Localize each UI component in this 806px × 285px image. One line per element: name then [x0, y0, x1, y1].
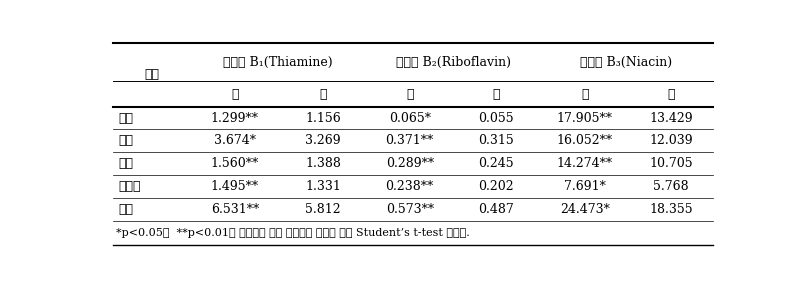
Text: 등심: 등심: [118, 134, 133, 147]
Text: 24.473*: 24.473*: [559, 203, 609, 216]
Text: 12.039: 12.039: [650, 134, 693, 147]
Text: 0.245: 0.245: [479, 157, 514, 170]
Text: 7.691*: 7.691*: [563, 180, 605, 193]
Text: 0.315: 0.315: [479, 134, 514, 147]
Text: 후: 후: [492, 87, 500, 101]
Text: 전: 전: [581, 87, 588, 101]
Text: 0.289**: 0.289**: [386, 157, 434, 170]
Text: 0.055: 0.055: [479, 111, 514, 125]
Text: 전: 전: [406, 87, 413, 101]
Text: 안심: 안심: [118, 203, 133, 216]
Text: 6.531**: 6.531**: [210, 203, 259, 216]
Text: 1.560**: 1.560**: [210, 157, 259, 170]
Text: 0.573**: 0.573**: [386, 203, 434, 216]
Text: 18.355: 18.355: [650, 203, 693, 216]
Text: 1.331: 1.331: [305, 180, 341, 193]
Text: 1.156: 1.156: [305, 111, 341, 125]
Text: 부위: 부위: [144, 68, 159, 81]
Text: 비타민 B₂(Riboflavin): 비타민 B₂(Riboflavin): [396, 56, 510, 69]
Text: 삼겹살: 삼겹살: [118, 180, 141, 193]
Text: 3.269: 3.269: [305, 134, 341, 147]
Text: 0.065*: 0.065*: [388, 111, 430, 125]
Text: 10.705: 10.705: [650, 157, 693, 170]
Text: 후: 후: [667, 87, 675, 101]
Text: 후: 후: [319, 87, 327, 101]
Text: 1.388: 1.388: [305, 157, 341, 170]
Text: 5.768: 5.768: [654, 180, 689, 193]
Text: 0.371**: 0.371**: [385, 134, 434, 147]
Text: 3.674*: 3.674*: [214, 134, 256, 147]
Text: 5.812: 5.812: [305, 203, 341, 216]
Text: 비타민 B₃(Niacin): 비타민 B₃(Niacin): [580, 56, 672, 69]
Text: 1.299**: 1.299**: [211, 111, 259, 125]
Text: 14.274**: 14.274**: [557, 157, 613, 170]
Text: 1.495**: 1.495**: [211, 180, 259, 193]
Text: 목살: 목살: [118, 157, 133, 170]
Text: 0.202: 0.202: [479, 180, 514, 193]
Text: *p<0.05와  **p<0.01는 동결건조 전후 영양성분 변화에 대한 Student’s t-test 결과임.: *p<0.05와 **p<0.01는 동결건조 전후 영양성분 변화에 대한 S…: [116, 228, 470, 238]
Text: 13.429: 13.429: [650, 111, 693, 125]
Text: 0.487: 0.487: [479, 203, 514, 216]
Text: 전: 전: [231, 87, 239, 101]
Text: 16.052**: 16.052**: [557, 134, 613, 147]
Text: 17.905**: 17.905**: [557, 111, 613, 125]
Text: 갈비: 갈비: [118, 111, 133, 125]
Text: 비타민 B₁(Thiamine): 비타민 B₁(Thiamine): [223, 56, 333, 69]
Text: 0.238**: 0.238**: [385, 180, 434, 193]
